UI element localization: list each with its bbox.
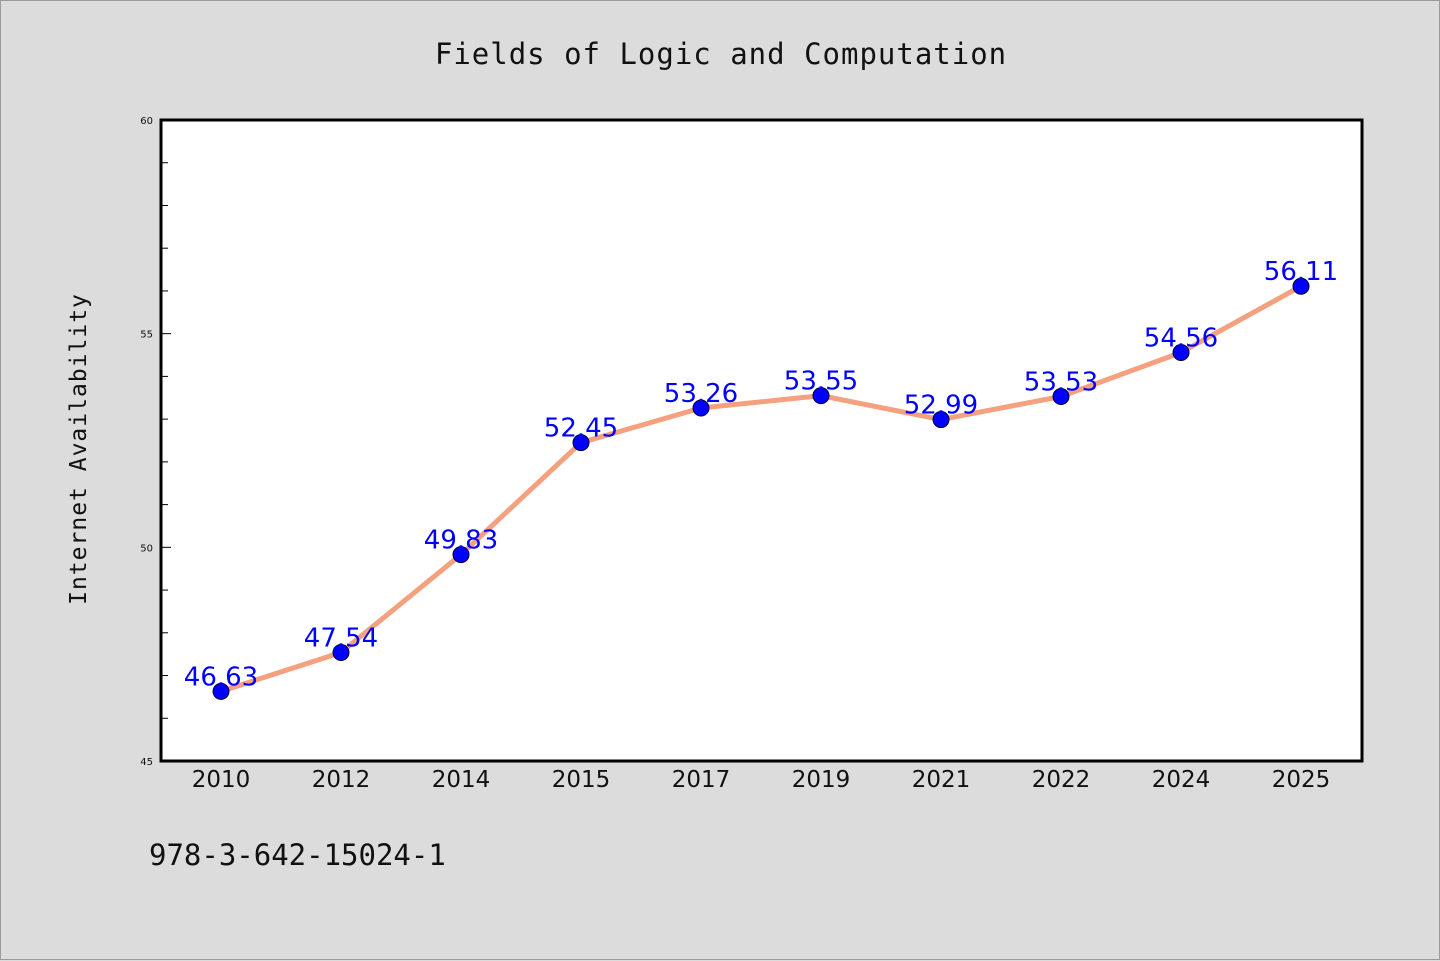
data-label: 53.53 xyxy=(1024,367,1098,397)
data-labels-layer: 46.63 47.54 49.83 52.45 53.26 53.55 52.99 53.53… xyxy=(184,257,1338,692)
x-tick-label: 2021 xyxy=(912,767,971,793)
x-tick-label: 2017 xyxy=(672,767,731,793)
data-point xyxy=(212,682,230,700)
y-axis-ticks: 45 50 55 60 xyxy=(140,116,171,768)
data-point xyxy=(1052,387,1070,405)
y-tick-label: 45 xyxy=(140,757,153,768)
x-tick-label: 2019 xyxy=(792,767,851,793)
data-label: 47.54 xyxy=(304,623,378,653)
series-line xyxy=(218,283,1304,694)
data-point xyxy=(332,643,350,661)
x-tick-label: 2010 xyxy=(192,767,251,793)
x-tick-label: 2015 xyxy=(552,767,611,793)
data-label: 53.55 xyxy=(784,367,858,397)
data-label: 56.11 xyxy=(1264,257,1338,287)
x-tick-label: 2024 xyxy=(1152,767,1211,793)
x-tick-label: 2025 xyxy=(1272,767,1331,793)
x-tick-label: 2022 xyxy=(1032,767,1091,793)
series-layer xyxy=(212,277,1310,700)
y-axis-label: Internet Availability xyxy=(66,293,92,605)
x-axis-ticks: 2010 2012 2014 2015 2017 2019 2021 2022 2024 2025 xyxy=(192,767,1331,793)
data-point xyxy=(1292,277,1310,295)
chart-title: Fields of Logic and Computation xyxy=(435,37,1007,71)
y-tick-label: 55 xyxy=(140,330,153,341)
data-point xyxy=(1172,343,1190,361)
data-label: 49.83 xyxy=(424,526,498,556)
footnote-isbn: 978-3-642-15024-1 xyxy=(149,838,446,872)
data-label: 53.26 xyxy=(664,379,738,409)
data-label: 46.63 xyxy=(184,662,258,692)
y-tick-label: 50 xyxy=(140,543,153,554)
data-point xyxy=(692,399,710,417)
data-point xyxy=(812,387,830,405)
data-point xyxy=(572,434,590,452)
data-label: 52.99 xyxy=(904,391,978,421)
x-tick-label: 2014 xyxy=(432,767,491,793)
x-tick-label: 2012 xyxy=(312,767,371,793)
data-point xyxy=(452,546,470,564)
data-label: 54.56 xyxy=(1144,323,1218,353)
plot-area xyxy=(159,118,1364,763)
data-label: 52.45 xyxy=(544,414,618,444)
y-tick-label: 60 xyxy=(140,116,153,127)
data-point xyxy=(932,411,950,429)
